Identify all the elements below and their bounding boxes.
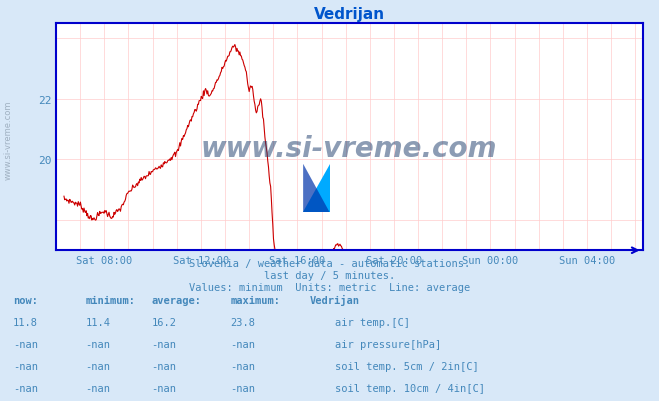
Text: average:: average: xyxy=(152,295,202,305)
Text: -nan: -nan xyxy=(86,361,111,371)
Text: 16.2: 16.2 xyxy=(152,317,177,327)
Text: soil temp. 10cm / 4in[C]: soil temp. 10cm / 4in[C] xyxy=(335,383,485,393)
Text: www.si-vreme.com: www.si-vreme.com xyxy=(3,101,13,180)
Title: Vedrijan: Vedrijan xyxy=(314,6,385,22)
Text: -nan: -nan xyxy=(152,339,177,349)
Text: Slovenia / weather data - automatic stations.: Slovenia / weather data - automatic stat… xyxy=(189,259,470,269)
Text: -nan: -nan xyxy=(13,339,38,349)
Text: -nan: -nan xyxy=(231,383,256,393)
Polygon shape xyxy=(303,164,330,213)
Text: now:: now: xyxy=(13,295,38,305)
Text: 23.8: 23.8 xyxy=(231,317,256,327)
Text: Vedrijan: Vedrijan xyxy=(310,294,360,305)
Text: -nan: -nan xyxy=(86,339,111,349)
Polygon shape xyxy=(303,164,330,213)
Text: Values: minimum  Units: metric  Line: average: Values: minimum Units: metric Line: aver… xyxy=(189,283,470,293)
Text: www.si-vreme.com: www.si-vreme.com xyxy=(201,135,498,163)
Text: -nan: -nan xyxy=(86,383,111,393)
Text: 11.4: 11.4 xyxy=(86,317,111,327)
Text: -nan: -nan xyxy=(13,383,38,393)
Text: last day / 5 minutes.: last day / 5 minutes. xyxy=(264,271,395,281)
Text: soil temp. 5cm / 2in[C]: soil temp. 5cm / 2in[C] xyxy=(335,361,478,371)
Text: minimum:: minimum: xyxy=(86,295,136,305)
Text: -nan: -nan xyxy=(231,361,256,371)
Text: -nan: -nan xyxy=(13,361,38,371)
Text: -nan: -nan xyxy=(231,339,256,349)
Text: 11.8: 11.8 xyxy=(13,317,38,327)
Text: -nan: -nan xyxy=(152,361,177,371)
Text: air temp.[C]: air temp.[C] xyxy=(335,317,410,327)
Text: maximum:: maximum: xyxy=(231,295,281,305)
Text: -nan: -nan xyxy=(152,383,177,393)
Text: air pressure[hPa]: air pressure[hPa] xyxy=(335,339,441,349)
